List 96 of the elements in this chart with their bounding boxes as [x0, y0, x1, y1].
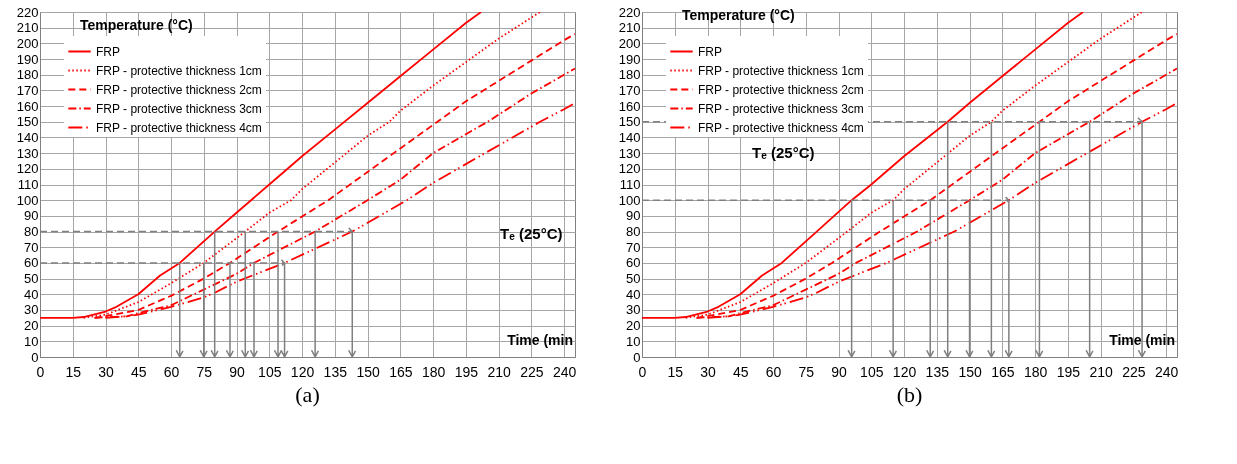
y-tick-label: 30 — [626, 302, 641, 318]
legend-label: FRP - protective thickness 2cm — [96, 82, 262, 97]
y-tick-label: 210 — [16, 20, 39, 36]
y-tick-label: 90 — [24, 208, 39, 224]
x-tick-label: 90 — [831, 363, 848, 380]
legend-label: FRP - protective thickness 1cm — [698, 63, 864, 78]
y-tick-label: 80 — [24, 224, 39, 240]
x-tick-label: 30 — [700, 363, 717, 380]
y-tick-label: 90 — [626, 208, 641, 224]
x-tick-label: 150 — [958, 363, 982, 380]
legend-label: FRP - protective thickness 3cm — [96, 101, 262, 116]
y-tick-label: 50 — [626, 271, 641, 287]
y-tick-label: 30 — [24, 302, 39, 318]
x-axis-title: Time (min — [507, 332, 573, 348]
x-tick-label: 210 — [1089, 363, 1113, 380]
x-tick-label: 180 — [421, 363, 446, 380]
legend-label: FRP - protective thickness 1cm — [96, 63, 262, 78]
y-tick-label: 100 — [16, 192, 39, 208]
x-tick-label: 90 — [229, 363, 246, 380]
y-tick-label: 100 — [618, 192, 641, 208]
legend-label: FRP — [698, 44, 722, 59]
y-tick-label: 180 — [16, 67, 39, 83]
y-tick-label: 70 — [24, 239, 39, 255]
x-tick-label: 240 — [1154, 363, 1179, 380]
x-tick-label: 45 — [130, 363, 147, 380]
y-tick-label: 120 — [618, 161, 641, 177]
y-tick-label: 40 — [626, 286, 641, 302]
x-tick-label: 135 — [925, 363, 950, 380]
y-tick-label: 60 — [626, 255, 641, 271]
y-tick-label: 140 — [618, 129, 641, 145]
x-tick-label: 105 — [258, 363, 282, 380]
y-tick-label: 70 — [626, 239, 641, 255]
y-tick-label: 110 — [619, 177, 641, 192]
annotation: Tₑ (25°C) — [752, 144, 815, 161]
legend-label: FRP - protective thickness 2cm — [698, 82, 864, 97]
x-tick-label: 60 — [163, 363, 180, 380]
y-tick-label: 220 — [618, 4, 641, 20]
y-tick-label: 200 — [16, 35, 39, 51]
x-tick-label: 30 — [98, 363, 115, 380]
x-tick-label: 60 — [765, 363, 782, 380]
annotation: Tₑ (25°C) — [500, 225, 563, 242]
legend-label: FRP - protective thickness 4cm — [698, 120, 864, 135]
y-tick-label: 60 — [24, 255, 39, 271]
x-tick-label: 195 — [1056, 363, 1081, 380]
y-tick-label: 0 — [633, 349, 641, 365]
x-tick-label: 165 — [991, 363, 1015, 380]
x-tick-label: 165 — [389, 363, 413, 380]
x-tick-label: 225 — [1122, 363, 1146, 380]
y-tick-label: 160 — [618, 98, 641, 114]
legend-label: FRP - protective thickness 3cm — [698, 101, 864, 116]
y-tick-label: 170 — [16, 82, 39, 98]
y-tick-label: 110 — [17, 177, 39, 192]
y-tick-label: 160 — [16, 98, 39, 114]
y-tick-label: 50 — [24, 271, 39, 287]
y-tick-label: 190 — [618, 51, 641, 67]
x-tick-label: 195 — [454, 363, 479, 380]
y-tick-label: 170 — [618, 82, 641, 98]
x-tick-label: 120 — [290, 363, 315, 380]
x-tick-label: 15 — [65, 363, 82, 380]
y-tick-label: 40 — [24, 286, 39, 302]
x-tick-label: 75 — [196, 363, 213, 380]
x-tick-label: 180 — [1023, 363, 1048, 380]
y-tick-label: 20 — [626, 318, 641, 334]
y-tick-label: 190 — [16, 51, 39, 67]
legend-label: FRP - protective thickness 4cm — [96, 120, 262, 135]
y-tick-label: 200 — [618, 35, 641, 51]
y-tick-label: 10 — [626, 333, 641, 349]
y-tick-label: 130 — [16, 145, 39, 161]
y-tick-label: 210 — [618, 20, 641, 36]
y-tick-label: 140 — [16, 129, 39, 145]
y-tick-label: 120 — [16, 161, 39, 177]
x-tick-label: 240 — [552, 363, 577, 380]
y-tick-label: 180 — [618, 67, 641, 83]
x-tick-label: 120 — [892, 363, 917, 380]
y-tick-label: 80 — [626, 224, 641, 240]
x-tick-label: 75 — [798, 363, 815, 380]
x-tick-label: 45 — [732, 363, 749, 380]
y-tick-label: 20 — [24, 318, 39, 334]
y-tick-label: 150 — [16, 114, 39, 130]
y-tick-label: 150 — [618, 114, 641, 130]
x-tick-label: 15 — [667, 363, 684, 380]
x-tick-label: 135 — [323, 363, 348, 380]
x-tick-label: 105 — [860, 363, 884, 380]
y-axis-title: Temperature (°C) — [80, 17, 193, 33]
y-tick-label: 220 — [16, 4, 39, 20]
y-axis-title: Temperature (°C) — [682, 7, 795, 23]
text: (a) — [295, 382, 320, 407]
text: (b) — [896, 382, 923, 407]
y-tick-label: 130 — [618, 145, 641, 161]
legend-label: FRP — [96, 44, 120, 59]
y-tick-label: 10 — [24, 333, 39, 349]
x-tick-label: 210 — [487, 363, 511, 380]
x-axis-title: Time (min — [1109, 332, 1175, 348]
x-tick-label: 150 — [356, 363, 380, 380]
y-tick-label: 0 — [31, 349, 39, 365]
x-tick-label: 225 — [520, 363, 544, 380]
